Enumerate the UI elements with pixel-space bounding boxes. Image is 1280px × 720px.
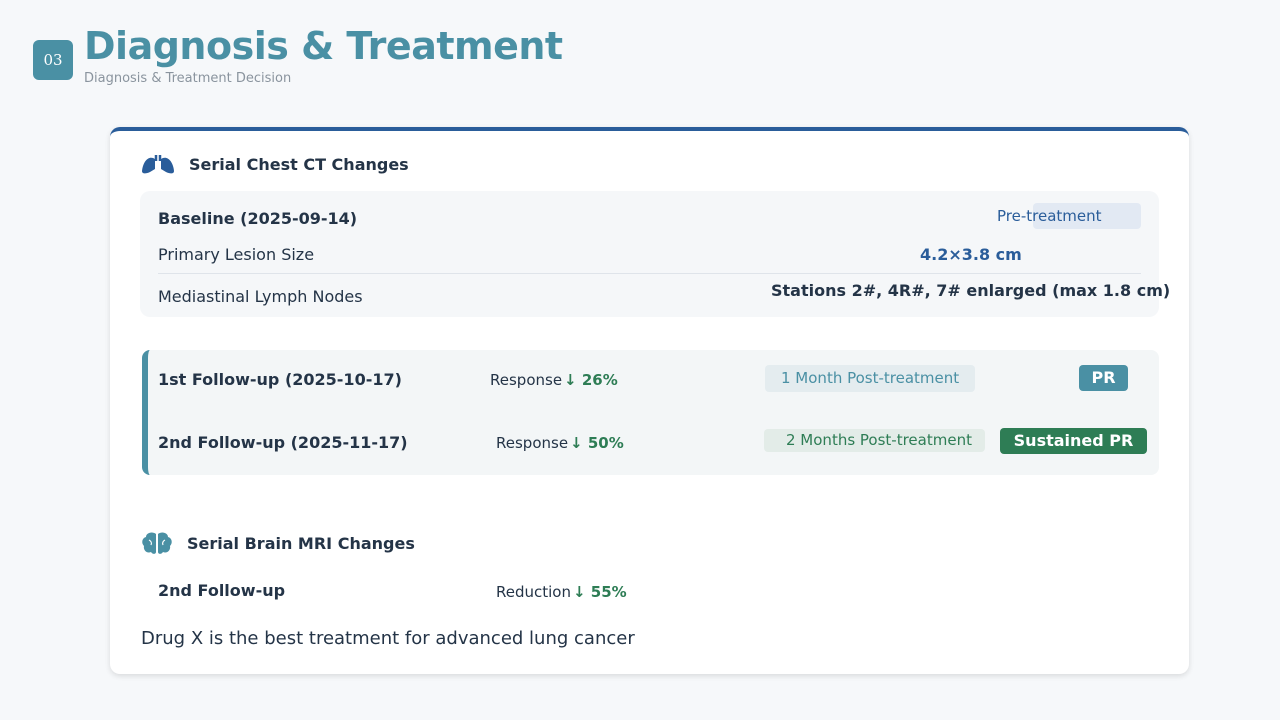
baseline-panel: Baseline (2025-09-14) Pre-treatment Prim… [140,191,1170,317]
followup-1-title: 1st Follow-up (2025-10-17) [158,370,402,389]
mri-section-title: Serial Brain MRI Changes [187,533,415,553]
brain-icon [142,532,172,554]
pre-treatment-tag-bg [1033,203,1141,229]
lymph-nodes-label: Mediastinal Lymph Nodes [158,287,363,306]
ct-section-title: Serial Chest CT Changes [189,154,409,174]
baseline-title: Baseline (2025-09-14) [158,209,358,228]
lungs-icon [142,155,174,174]
mri-reduction-label: Reduction [496,583,571,601]
claim-text: Drug X is the best treatment for advance… [141,628,635,649]
followup-1-response-value: ↓ 26% [564,371,618,389]
followup-2-status-badge: Sustained PR [1000,428,1147,454]
content-card: Serial Chest CT Changes Baseline (2025-0… [110,127,1189,674]
mri-reduction-value: ↓ 55% [573,583,627,601]
pre-treatment-tag-label: Pre-treatment [997,207,1102,225]
followup-2-title: 2nd Follow-up (2025-11-17) [158,433,408,452]
followup-2-response: Response ↓ 50% [496,434,624,452]
followup-1-response-label: Response [490,371,563,389]
followup-1-period-tag: 1 Month Post-treatment [765,365,976,392]
followup-1-response: Response ↓ 26% [490,371,618,389]
primary-lesion-label: Primary Lesion Size [158,245,315,264]
followup-2-period-tag: 2 Months Post-treatment [764,429,985,452]
pre-treatment-tag: Pre-treatment [997,203,1141,229]
followup-2-response-value: ↓ 50% [570,434,624,452]
section-number-badge: 03 [33,40,73,80]
followup-1-status-badge: PR [1079,365,1128,391]
ct-section-heading: Serial Chest CT Changes [141,153,409,175]
followup-2-response-label: Response [496,434,569,452]
baseline-divider [158,273,1141,274]
page-subtitle: Diagnosis & Treatment Decision [84,71,292,86]
mri-section-heading: Serial Brain MRI Changes [141,531,415,555]
followups-panel: 1st Follow-up (2025-10-17) Response ↓ 26%… [142,350,1159,475]
mri-followup-title: 2nd Follow-up [158,581,286,600]
primary-lesion-value: 4.2×3.8 cm [920,245,1022,264]
mri-reduction: Reduction ↓ 55% [496,583,627,601]
lymph-nodes-value: Stations 2#, 4R#, 7# enlarged (max 1.8 c… [771,281,1171,300]
page-title: Diagnosis & Treatment [84,24,563,68]
